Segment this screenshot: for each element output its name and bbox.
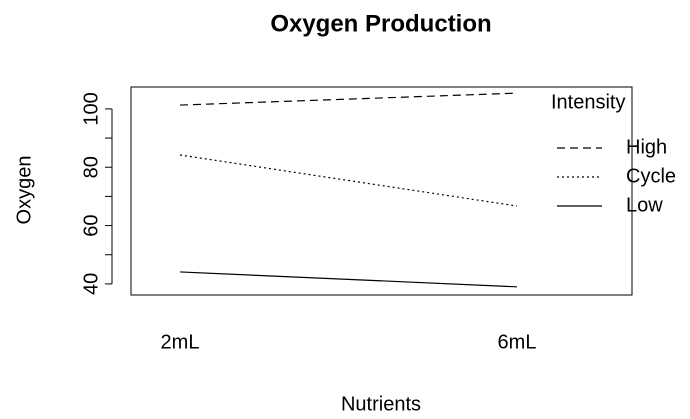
x-tick-label: 2mL — [161, 331, 200, 353]
y-tick-label: 80 — [80, 156, 102, 178]
legend-title: Intensity — [551, 91, 625, 113]
x-axis-label: Nutrients — [341, 393, 421, 415]
y-tick-label: 60 — [80, 214, 102, 236]
legend-label: Cycle — [626, 165, 676, 187]
series-line — [179, 154, 518, 207]
y-tick-label: 40 — [80, 273, 102, 295]
legend-label: High — [626, 136, 667, 158]
plot-frame — [130, 86, 633, 296]
series-line — [179, 271, 518, 288]
x-tick-label: 6mL — [498, 331, 537, 353]
chart-title: Oxygen Production — [270, 10, 491, 37]
legend-label: Low — [626, 194, 663, 216]
y-axis-label: Oxygen — [13, 156, 35, 225]
y-tick-label: 100 — [80, 92, 102, 125]
series-line — [179, 92, 518, 106]
